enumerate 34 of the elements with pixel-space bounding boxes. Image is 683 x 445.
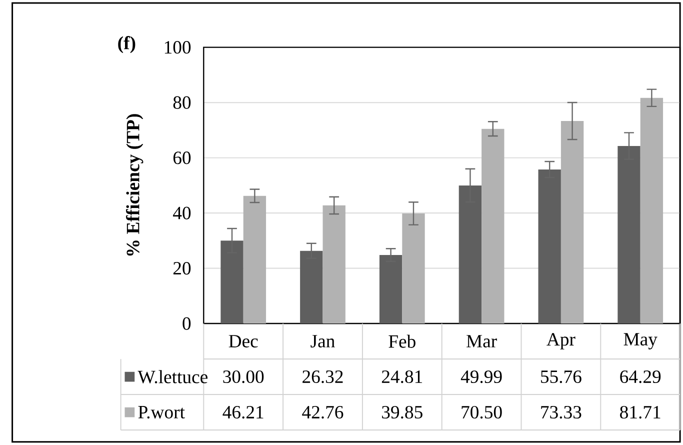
- data-label: 70.50: [462, 406, 502, 419]
- data-label: 49.99: [460, 370, 502, 384]
- data-label: 26.32: [302, 370, 343, 384]
- bar: [402, 214, 425, 324]
- bar: [243, 196, 266, 324]
- chart-title: (f): [118, 36, 136, 54]
- data-label: 55.76: [541, 370, 582, 384]
- y-tick-label: 40: [173, 206, 191, 220]
- y-tick-label: 80: [173, 96, 191, 109]
- data-label: 46.21: [222, 406, 264, 419]
- data-label: 39.85: [382, 406, 422, 419]
- x-tick-label: Apr: [546, 333, 576, 350]
- data-label: 73.33: [541, 406, 582, 419]
- data-label: 42.76: [302, 406, 344, 419]
- x-tick-label: May: [624, 333, 658, 350]
- x-tick-label: Jan: [310, 335, 335, 348]
- x-tick-label: Mar: [466, 335, 497, 348]
- bar: [322, 206, 346, 324]
- data-label: 30.00: [223, 370, 264, 384]
- y-tick-label: 100: [164, 41, 191, 54]
- legend-label: P.wort: [138, 406, 185, 419]
- data-label: 64.29: [620, 370, 661, 384]
- y-tick-label: 0: [182, 317, 191, 330]
- y-axis-title: % Efficiency (TP): [126, 114, 144, 256]
- x-tick-label: Feb: [388, 334, 416, 348]
- data-label: 24.81: [382, 370, 422, 384]
- legend-label: W.lettuce: [138, 370, 208, 384]
- data-label: 81.71: [620, 406, 660, 419]
- x-tick-label: Dec: [228, 335, 258, 348]
- bar: [560, 121, 584, 324]
- bar: [482, 128, 504, 324]
- y-tick-label: 20: [173, 262, 191, 275]
- y-tick-label: 60: [173, 152, 191, 164]
- bar: [640, 98, 664, 324]
